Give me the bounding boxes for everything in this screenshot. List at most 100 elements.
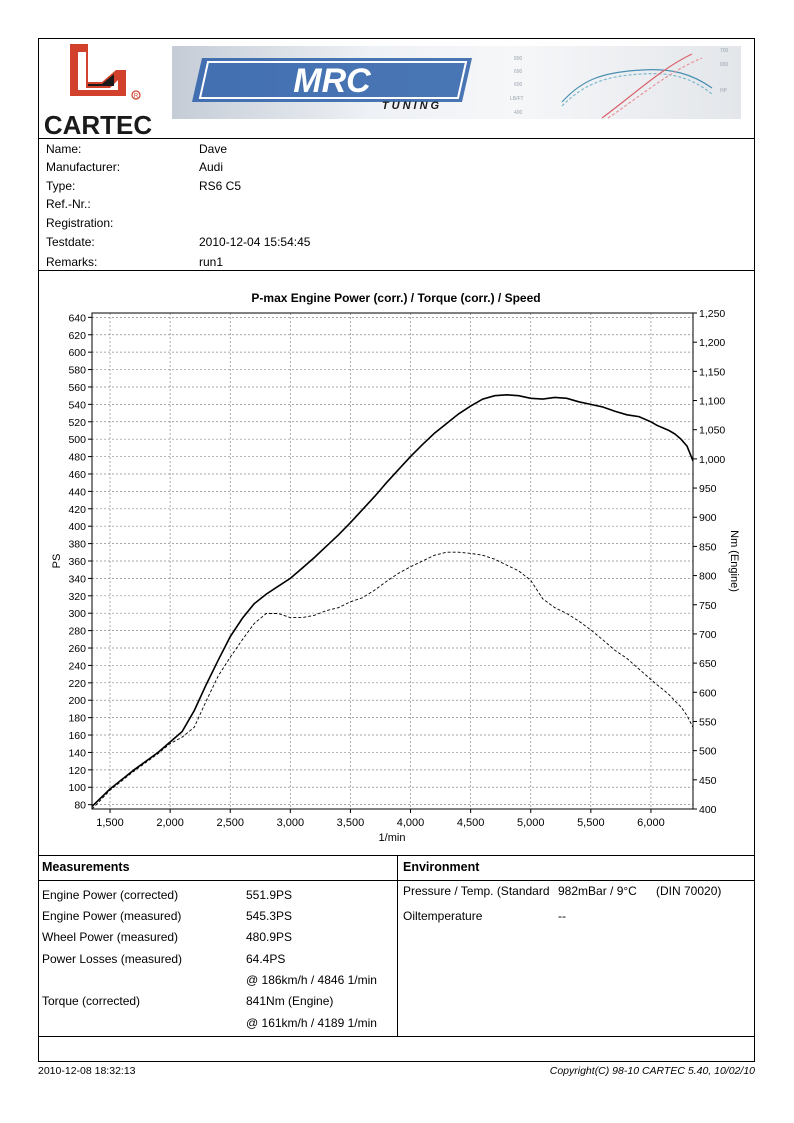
x-tick-label: 6,000 [637, 817, 665, 829]
measure-label-wheel-power: Wheel Power (measured) [42, 930, 179, 944]
svg-text:LB/FT: LB/FT [510, 96, 524, 102]
y-tick-label: 540 [68, 399, 86, 411]
svg-text:400: 400 [514, 110, 523, 116]
measure-label-engine-power-measured: Engine Power (measured) [42, 909, 182, 923]
y-tick-label: 140 [68, 747, 86, 759]
info-value-remarks: run1 [199, 255, 224, 269]
info-label-registration: Registration: [46, 216, 114, 230]
y2-tick-label: 1,000 [699, 454, 725, 466]
y-tick-label: 420 [68, 504, 86, 516]
power-series-line [91, 393, 694, 807]
env-pressure-value: 982mBar / 9°C [558, 884, 637, 898]
x-tick-label: 3,000 [277, 817, 305, 829]
y2-tick-label: 1,250 [699, 308, 725, 320]
y-axis-label: PS [51, 554, 63, 569]
y-tick-label: 600 [68, 347, 86, 359]
y2-tick-label: 700 [699, 629, 717, 641]
y-tick-label: 460 [68, 469, 86, 481]
y-tick-label: 560 [68, 382, 86, 394]
y-tick-label: 500 [68, 434, 86, 446]
y-tick-label: 440 [68, 486, 86, 498]
cartec-logo-text: CARTEC [44, 110, 153, 138]
cartec-logo: R CARTEC [44, 44, 153, 138]
svg-text:R: R [134, 94, 139, 100]
y2-tick-label: 600 [699, 687, 717, 699]
measure-label-engine-power-corrected: Engine Power (corrected) [42, 888, 179, 902]
y-tick-label: 340 [68, 573, 86, 585]
y-tick-label: 300 [68, 608, 86, 620]
env-oil-label: Oiltemperature [403, 909, 483, 923]
y2-tick-label: 1,050 [699, 425, 725, 437]
mrc-tuning-banner: MRC TUNING 800 690 600 LB/FT 400 700 650… [172, 46, 741, 119]
y2-tick-label: 900 [699, 512, 717, 524]
measure-value-torque: 841Nm (Engine) [246, 994, 334, 1008]
x-tick-label: 4,000 [397, 817, 425, 829]
info-label-testdate: Testdate: [46, 235, 95, 249]
y-tick-label: 520 [68, 417, 86, 429]
y-tick-label: 400 [68, 521, 86, 533]
torque-series-line [91, 551, 694, 810]
x-tick-label: 4,500 [457, 817, 485, 829]
svg-text:600: 600 [514, 82, 523, 88]
measure-value-torque-speed: @ 161km/h / 4189 1/min [246, 1016, 377, 1030]
info-label-manufacturer: Manufacturer: [46, 160, 121, 174]
measure-label-torque: Torque (corrected) [42, 994, 141, 1008]
x-tick-label: 5,000 [517, 817, 545, 829]
y-tick-label: 180 [68, 713, 86, 725]
y-tick-label: 360 [68, 556, 86, 568]
chart-title: P-max Engine Power (corr.) / Torque (cor… [251, 291, 540, 305]
tuning-text: TUNING [382, 100, 442, 112]
report-frame [38, 38, 755, 1062]
measure-value-engine-power-corrected: 551.9PS [246, 888, 293, 902]
header-divider [38, 138, 755, 139]
info-value-manufacturer: Audi [199, 160, 224, 174]
measure-value-engine-power-measured: 545.3PS [246, 909, 293, 923]
measurements-column-divider [397, 855, 398, 1036]
y-tick-label: 200 [68, 695, 86, 707]
y2-tick-label: 1,100 [699, 396, 725, 408]
info-divider [38, 270, 755, 271]
info-label-ref: Ref.-Nr.: [46, 197, 91, 211]
y-tick-label: 80 [74, 800, 86, 812]
x-tick-label: 3,500 [337, 817, 365, 829]
info-value-name: Dave [199, 142, 228, 156]
info-value-type: RS6 C5 [199, 179, 242, 193]
mrc-logo-text: MRC [293, 62, 371, 100]
y2-tick-label: 450 [699, 775, 717, 787]
y-tick-label: 120 [68, 765, 86, 777]
measurements-header-divider [38, 880, 755, 881]
measurements-bottom-divider [38, 1036, 755, 1037]
y2-axis-label: Nm (Engine) [728, 530, 740, 592]
measure-label-power-losses: Power Losses (measured) [42, 952, 183, 966]
svg-text:HP: HP [720, 88, 728, 94]
x-axis-label: 1/min [379, 832, 406, 844]
y-tick-label: 320 [68, 591, 86, 603]
y-tick-label: 620 [68, 330, 86, 342]
svg-text:690: 690 [514, 69, 523, 75]
svg-text:650: 650 [720, 62, 729, 68]
measure-value-wheel-power: 480.9PS [246, 930, 293, 944]
y2-tick-label: 1,150 [699, 366, 725, 378]
y2-tick-label: 650 [699, 658, 717, 670]
measure-value-power-losses: 64.4PS [246, 952, 286, 966]
info-value-testdate: 2010-12-04 15:54:45 [199, 235, 311, 249]
y-tick-label: 100 [68, 782, 86, 794]
y-tick-label: 640 [68, 312, 86, 324]
info-label-name: Name: [46, 142, 82, 156]
y-tick-label: 240 [68, 660, 86, 672]
x-tick-label: 2,000 [156, 817, 184, 829]
y2-tick-label: 550 [699, 716, 717, 728]
y2-tick-label: 400 [699, 804, 717, 816]
svg-text:700: 700 [720, 48, 729, 54]
environment-title: Environment [403, 860, 480, 874]
y-tick-label: 160 [68, 730, 86, 742]
footer-copyright: Copyright(C) 98-10 CARTEC 5.40, 10/02/10 [549, 1065, 755, 1077]
y2-tick-label: 850 [699, 541, 717, 553]
x-tick-label: 1,500 [96, 817, 124, 829]
measurements-title: Measurements [42, 860, 130, 874]
y2-tick-label: 1,200 [699, 337, 725, 349]
y-tick-label: 480 [68, 452, 86, 464]
y-tick-label: 220 [68, 678, 86, 690]
info-label-type: Type: [46, 179, 76, 193]
y2-tick-label: 750 [699, 600, 717, 612]
